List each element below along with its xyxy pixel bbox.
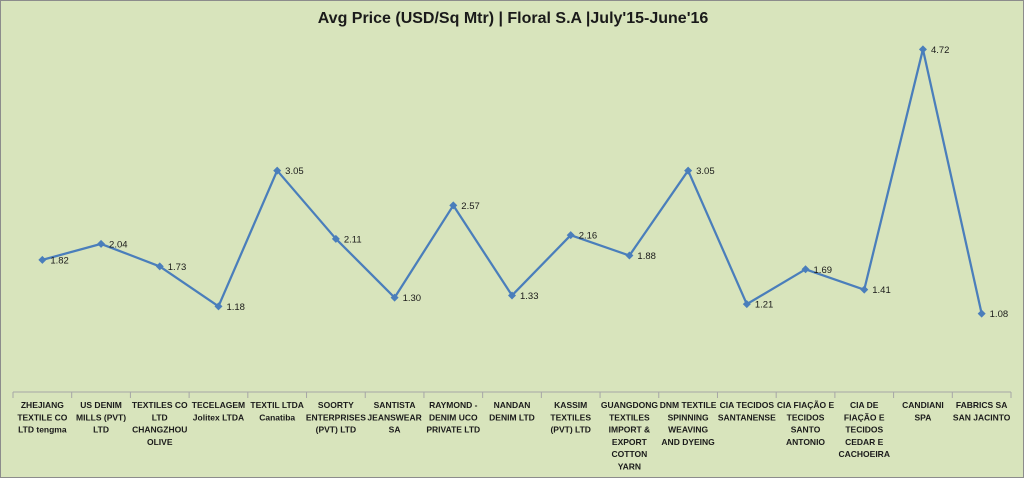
data-point-marker	[38, 255, 47, 264]
category-label: TECELAGEM Jolitex LTDA	[192, 400, 245, 422]
category-label: GUANGDONG TEXTILES IMPORT & EXPORT COTTON YAR…	[601, 400, 659, 472]
category-label: SOORTY ENTERPRISES (PVT) LTD	[306, 400, 366, 435]
series-line-group	[42, 48, 983, 314]
data-label: 1.18	[226, 302, 245, 313]
category-label: NANDAN DENIM LTD	[489, 400, 535, 422]
data-point-marker	[97, 239, 106, 248]
data-label: 2.11	[344, 234, 362, 245]
data-label: 1.30	[403, 293, 422, 304]
category-label: KASSIM TEXTILES (PVT) LTD	[550, 400, 591, 435]
category-label: ZHEJIANG TEXTILE CO LTD tengma	[17, 400, 67, 435]
data-point-marker	[331, 234, 340, 243]
data-label: 3.05	[285, 166, 304, 177]
category-label: SANTISTA JEANSWEAR SA	[367, 400, 421, 435]
data-label: 1.41	[872, 285, 891, 296]
data-point-marker	[508, 291, 516, 300]
data-point-marker	[155, 262, 164, 271]
data-point-marker	[977, 309, 986, 318]
data-point-marker	[390, 293, 399, 302]
data-label: 1.21	[755, 300, 774, 311]
category-label: RAYMOND -DENIM UCO PRIVATE LTD	[426, 400, 480, 435]
data-label: 1.08	[990, 309, 1009, 320]
data-point-marker	[801, 265, 810, 274]
x-axis	[12, 391, 1012, 398]
category-label: CIA FIAÇÃO E TECIDOS SANTO ANTONIO	[777, 400, 835, 447]
data-label: 1.88	[637, 251, 656, 262]
data-point-marker	[918, 45, 927, 54]
category-label: US DENIM MILLS (PVT) LTD	[76, 400, 126, 435]
data-label: 2.16	[579, 231, 598, 242]
category-label: CIA DE FIAÇÃO E TECIDOS CEDAR E CACHOEIRA	[838, 400, 889, 459]
data-label: 1.82	[50, 255, 68, 266]
data-label: 2.57	[461, 201, 480, 212]
chart-title: Avg Price (USD/Sq Mtr) | Floral S.A |Jul…	[317, 10, 709, 27]
data-point-marker	[860, 285, 869, 294]
data-point-marker	[684, 166, 693, 175]
data-point-marker	[449, 201, 458, 210]
data-label: 1.33	[520, 291, 539, 302]
series-line	[42, 48, 983, 314]
data-label: 3.05	[696, 166, 715, 177]
data-label: 4.72	[931, 45, 950, 56]
category-label: TEXTIL LTDA Canatiba	[250, 400, 304, 422]
data-label: 1.73	[168, 262, 187, 273]
data-point-marker	[625, 251, 634, 260]
data-point-marker	[742, 300, 751, 309]
data-label: 2.04	[109, 239, 128, 250]
data-label: 1.69	[814, 265, 833, 276]
data-point-marker	[214, 302, 223, 311]
category-label: TEXTILES CO LTD CHANGZHOU OLIVE	[132, 400, 188, 447]
category-labels: ZHEJIANG TEXTILE CO LTD tengma US DENIM MILL…	[17, 400, 1010, 472]
category-label: CIA TECIDOS SANTANENSE	[718, 400, 776, 422]
data-point-marker	[566, 231, 575, 240]
data-point-marker	[273, 166, 282, 175]
data-labels: 1.82 2.04 1.73 1.18 3.05 2.11 1.30 2.57 1.33 2.16…	[50, 45, 1008, 320]
data-points	[38, 45, 986, 318]
category-label: CANDIANI SPA	[902, 400, 944, 422]
category-label: FABRICS SA SAN JACINTO	[953, 400, 1011, 422]
category-label: DNM TEXTILE SPINNING WEAVING AND DYEING	[660, 400, 717, 447]
